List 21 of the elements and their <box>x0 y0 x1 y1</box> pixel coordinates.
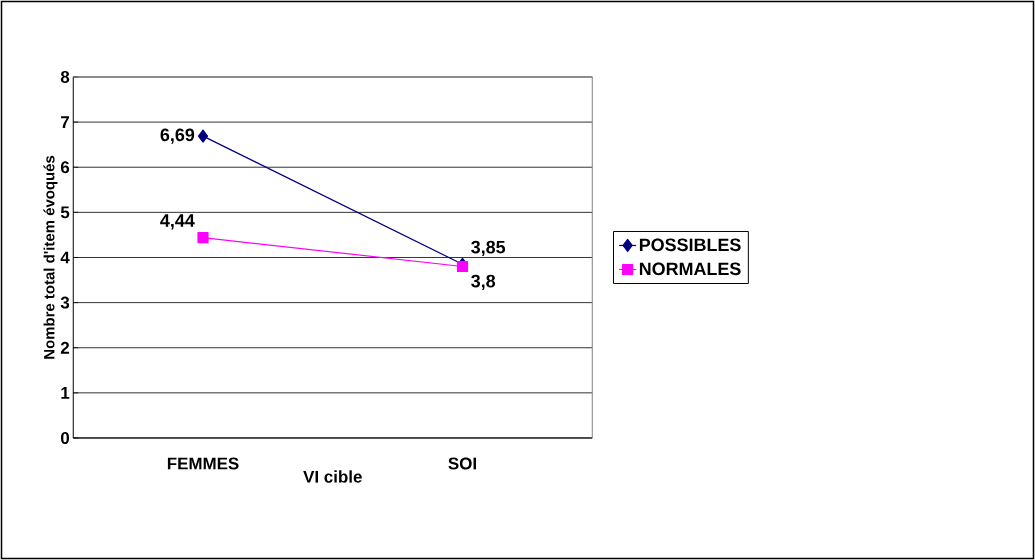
x-axis-title: VI cible <box>303 470 362 483</box>
legend-label: POSSIBLES <box>639 238 741 252</box>
y-tick-label: 0 <box>60 431 70 444</box>
y-tick-label: 1 <box>61 387 70 399</box>
x-tick-label: SOI <box>448 457 476 470</box>
point <box>197 129 209 143</box>
y-tick-label: 5 <box>60 206 70 219</box>
data-label: 4,44 <box>160 214 195 230</box>
y-tick-label: 4 <box>60 251 70 264</box>
data-label: 3,85 <box>471 240 506 257</box>
data-label: 6,69 <box>160 128 195 144</box>
legend-label: NORMALES <box>639 262 741 276</box>
data-label: 3,8 <box>471 274 496 291</box>
point <box>197 232 209 244</box>
y-axis-title: Nombre total d'item évoqués <box>43 155 58 359</box>
y-tick-label: 7 <box>61 116 69 128</box>
x-tick-label: FEMMES <box>167 457 239 470</box>
y-tick-label: 3 <box>60 296 70 309</box>
y-tick-label: 2 <box>60 341 70 354</box>
y-tick-label: 8 <box>60 70 70 83</box>
y-tick-label: 6 <box>60 161 70 174</box>
